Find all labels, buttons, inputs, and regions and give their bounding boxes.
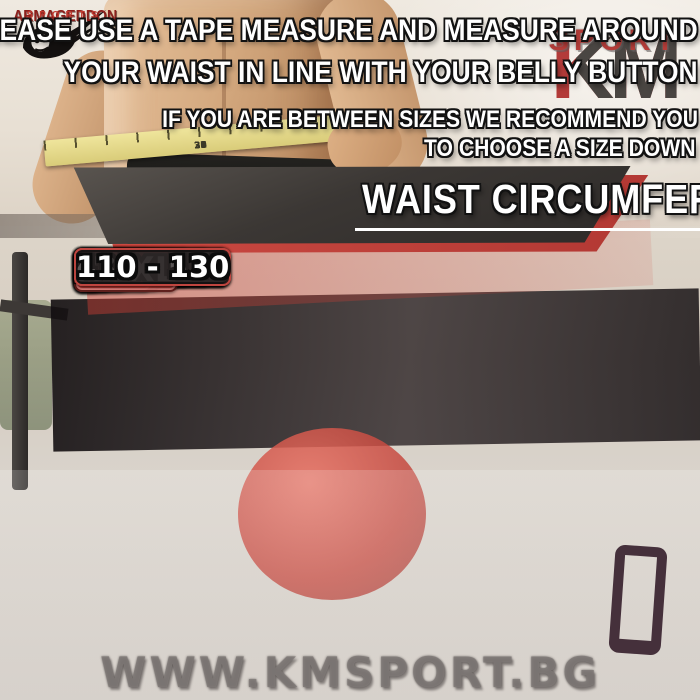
- banner-title-text: WAIST CIRCUMFERENCE: [355, 176, 700, 231]
- instruction-line-4: TO CHOOSE A SIZE DOWN: [423, 135, 695, 162]
- table-cell-cm-xxxl: 110 - 130: [74, 248, 232, 286]
- skull-comet-icon: [22, 9, 107, 59]
- km-logo-initials: KM KM: [528, 18, 700, 118]
- model-ab-line: [222, 30, 226, 180]
- instruction-line-2: YOUR WAIST IN LINE WITH YOUR BELLY BUTTO…: [63, 56, 698, 89]
- km-logo-gray-layer: KM: [550, 18, 682, 117]
- instruction-line-3: IF YOU ARE BETWEEN SIZES WE RECOMMEND YO…: [162, 106, 698, 133]
- tape-number: 35: [193, 139, 208, 152]
- waist-circumference-banner: WAIST CIRCUMFERENCE: [68, 166, 700, 253]
- website-watermark: WWW.KMSPORT.BG: [100, 648, 600, 697]
- banner-dark-plate: [73, 166, 631, 244]
- gym-machine-pole: [12, 252, 28, 490]
- km-logo-sport-text: SPORT: [548, 24, 680, 57]
- km-logo-red-layer: KM: [550, 18, 683, 117]
- gym-rack-frame: [608, 544, 668, 656]
- armageddon-logo-text: ARMAGEDDON: [13, 8, 118, 25]
- gym-equipment-band: [50, 288, 700, 452]
- exercise-ball: [238, 428, 426, 600]
- instruction-line-1: PLEASE USE A TAPE MEASURE AND MEASURE AR…: [0, 14, 698, 47]
- armageddon-logo-subtext: SPORTS: [26, 10, 104, 21]
- gym-floor: [0, 470, 700, 700]
